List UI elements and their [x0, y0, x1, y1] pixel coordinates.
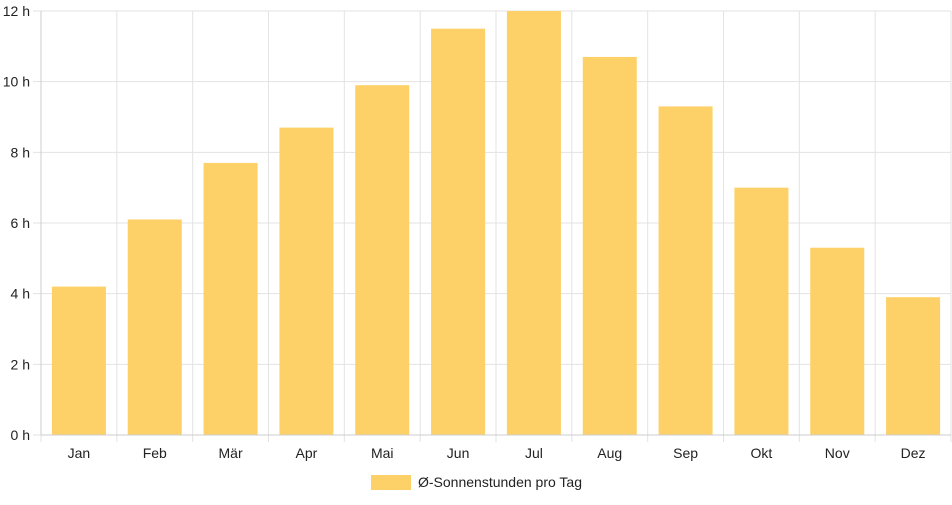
- x-tick-label: Mär: [219, 445, 243, 461]
- bar-nov[interactable]: [810, 247, 865, 435]
- bar-jun[interactable]: [431, 28, 486, 436]
- legend[interactable]: Ø-Sonnenstunden pro Tag: [371, 474, 582, 490]
- bar-feb[interactable]: [127, 219, 182, 435]
- bar-aug[interactable]: [582, 56, 637, 435]
- bars: [51, 11, 941, 436]
- y-tick-label: 0 h: [11, 427, 30, 443]
- bar-mär[interactable]: [203, 162, 258, 435]
- y-tick-label: 8 h: [11, 144, 30, 160]
- axes: 0 h 2 h 4 h 6 h 8 h 10 h 12 h Jan Feb Mär Apr Mai Ju…: [3, 3, 951, 461]
- bar-sep[interactable]: [658, 106, 713, 436]
- x-tick-label: Sep: [673, 445, 698, 461]
- bar-jul[interactable]: [506, 11, 561, 435]
- grid-lines: [33, 10, 952, 442]
- x-tick-label: Jun: [447, 445, 470, 461]
- y-tick-label: 6 h: [11, 215, 30, 231]
- legend-label: Ø-Sonnenstunden pro Tag: [418, 474, 582, 490]
- legend-swatch: [371, 475, 411, 490]
- x-tick-label: Aug: [597, 445, 622, 461]
- x-tick-label: Jul: [525, 445, 543, 461]
- bar-okt[interactable]: [734, 187, 789, 435]
- x-tick-label: Feb: [143, 445, 167, 461]
- x-tick-label: Mai: [371, 445, 394, 461]
- bar-jan[interactable]: [51, 286, 106, 435]
- x-tick-label: Dez: [901, 445, 926, 461]
- x-tick-label: Apr: [296, 445, 318, 461]
- y-tick-label: 10 h: [3, 74, 30, 90]
- y-tick-label: 4 h: [11, 286, 30, 302]
- bar-dez[interactable]: [886, 297, 941, 435]
- bar-apr[interactable]: [279, 127, 334, 435]
- x-tick-label: Jan: [68, 445, 91, 461]
- y-tick-label: 2 h: [11, 356, 30, 372]
- x-tick-label: Okt: [751, 445, 773, 461]
- y-tick-label: 12 h: [3, 3, 30, 19]
- bar-mai[interactable]: [355, 85, 410, 435]
- x-tick-label: Nov: [825, 445, 850, 461]
